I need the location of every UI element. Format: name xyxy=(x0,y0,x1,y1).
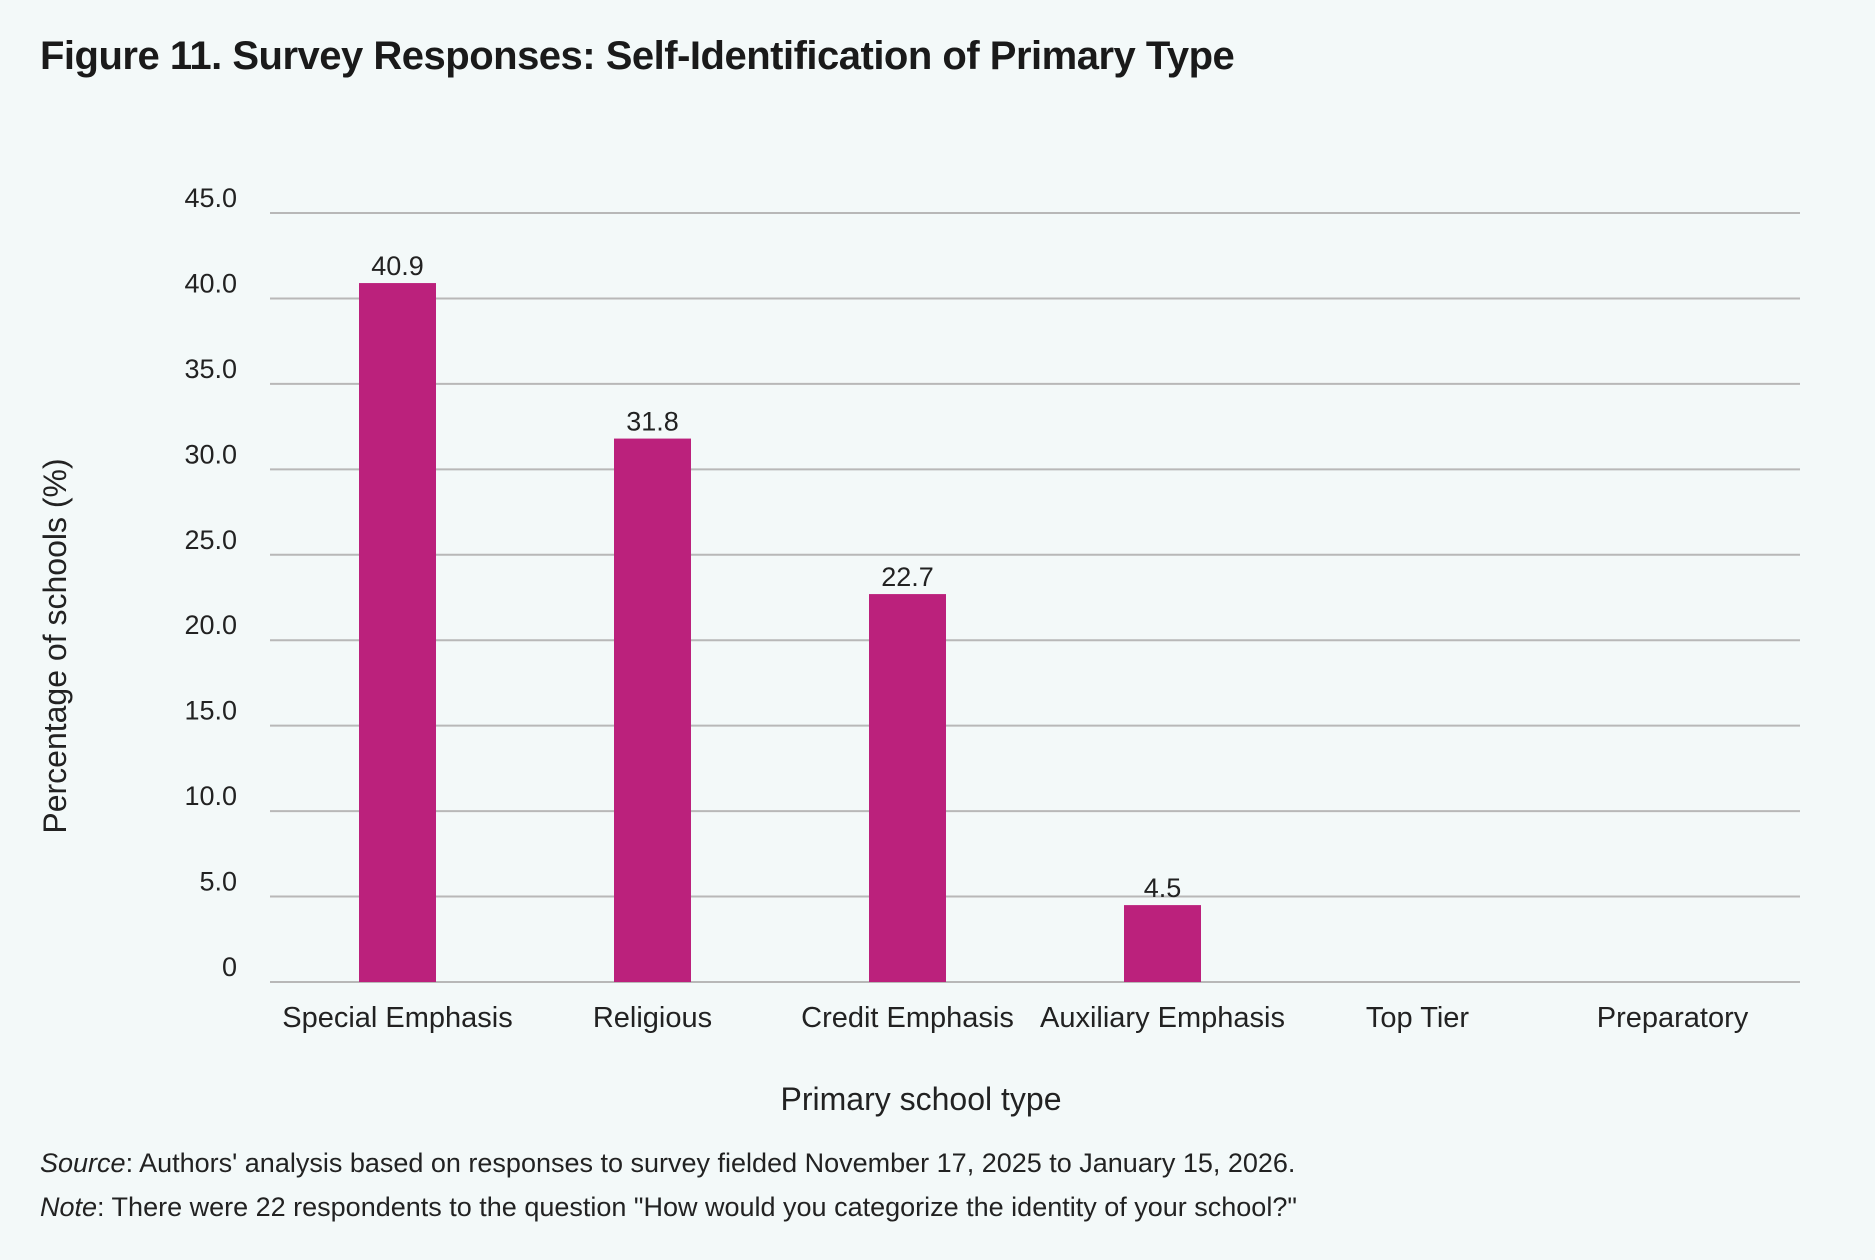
source-label: Source xyxy=(40,1148,126,1178)
source-note: Source: Authors' analysis based on respo… xyxy=(40,1148,1295,1179)
note-text: : There were 22 respondents to the quest… xyxy=(97,1192,1297,1222)
bar xyxy=(614,438,691,982)
data-label: 22.7 xyxy=(881,562,934,592)
bar xyxy=(1124,905,1201,982)
y-tick-label: 10.0 xyxy=(184,781,237,811)
x-axis-title: Primary school type xyxy=(781,1081,1062,1117)
note-label: Note xyxy=(40,1192,98,1222)
x-category-label: Preparatory xyxy=(1597,1002,1749,1034)
y-tick-label: 5.0 xyxy=(199,867,237,897)
y-tick-label: 15.0 xyxy=(184,696,237,726)
data-label: 4.5 xyxy=(1144,873,1182,903)
bar xyxy=(869,594,946,982)
y-tick-label: 40.0 xyxy=(184,268,237,298)
y-tick-label: 30.0 xyxy=(184,439,237,469)
x-category-label: Auxiliary Emphasis xyxy=(1040,1002,1285,1034)
x-category-label: Credit Emphasis xyxy=(801,1002,1014,1034)
y-tick-label: 25.0 xyxy=(184,525,237,555)
y-tick-label: 20.0 xyxy=(184,610,237,640)
y-tick-label: 0 xyxy=(222,952,237,982)
x-category-label: Top Tier xyxy=(1366,1002,1469,1034)
x-category-label: Special Emphasis xyxy=(282,1002,513,1034)
source-text: : Authors' analysis based on responses t… xyxy=(125,1148,1296,1178)
y-axis-ticks: 0 5.0 10.0 15.0 20.0 25.0 30.0 35.0 40.0 45.0 xyxy=(184,183,237,982)
data-label: 40.9 xyxy=(371,251,424,281)
y-axis-title: Percentage of schools (%) xyxy=(37,458,73,833)
y-tick-label: 45.0 xyxy=(184,183,237,213)
x-axis-categories: Special Emphasis Religious Credit Emphasis… xyxy=(282,1002,1749,1034)
data-label: 31.8 xyxy=(626,407,679,437)
data-labels: 40.9 31.8 22.7 4.5 xyxy=(371,251,1181,903)
y-tick-label: 35.0 xyxy=(184,354,237,384)
figure-title: Figure 11. Survey Responses: Self-Identi… xyxy=(40,34,1235,78)
x-category-label: Religious xyxy=(593,1002,712,1034)
bar xyxy=(359,283,436,982)
bars xyxy=(359,283,1201,982)
respondent-note: Note: There were 22 respondents to the q… xyxy=(40,1192,1297,1223)
gridlines xyxy=(270,212,1800,983)
